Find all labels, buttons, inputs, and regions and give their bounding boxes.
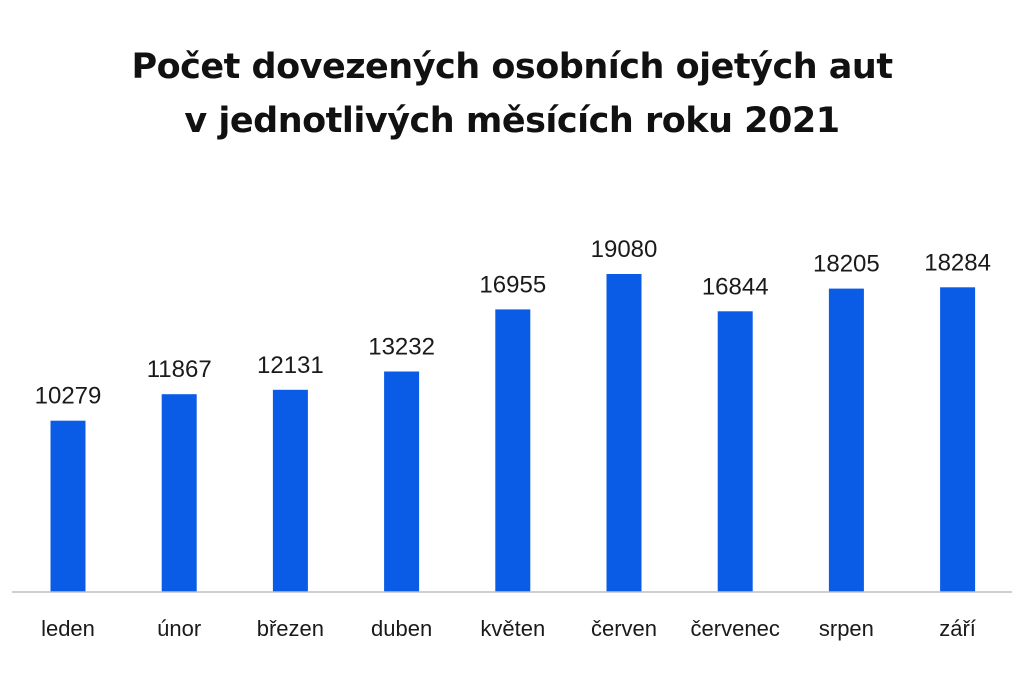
x-tick-label-září: září xyxy=(939,616,976,641)
x-tick-label-únor: únor xyxy=(157,616,201,641)
bar-září xyxy=(940,287,976,592)
data-label-duben: 13232 xyxy=(368,334,435,361)
data-label-srpen: 18205 xyxy=(813,251,880,278)
x-tick-label-leden: leden xyxy=(41,616,95,641)
bars-group xyxy=(50,274,976,592)
data-label-březen: 12131 xyxy=(257,352,324,379)
chart-title-line-2: v jednotlivých měsících roku 2021 xyxy=(184,101,840,141)
bar-březen xyxy=(272,389,308,592)
data-label-květen: 16955 xyxy=(479,271,546,298)
x-tick-label-duben: duben xyxy=(371,616,432,641)
x-tick-label-květen: květen xyxy=(480,616,545,641)
x-tick-label-červenec: červenec xyxy=(691,616,780,641)
bar-leden xyxy=(50,420,86,592)
x-tick-label-březen: březen xyxy=(257,616,324,641)
data-labels-group: 10279 11867 12131 13232 16955 19080 16844 18205… xyxy=(35,236,991,410)
bar-únor xyxy=(161,394,197,592)
x-tick-label-srpen: srpen xyxy=(819,616,874,641)
chart-title-line-1: Počet dovezených osobních ojetých aut xyxy=(131,47,893,87)
data-label-září: 18284 xyxy=(924,249,991,276)
data-label-leden: 10279 xyxy=(35,383,102,410)
x-tick-labels-group: leden únor březen duben květen červen červenec… xyxy=(41,616,976,641)
bar-červen xyxy=(606,274,642,592)
bar-květen xyxy=(495,309,531,592)
chart-title: Počet dovezených osobních ojetých aut v … xyxy=(0,40,1024,148)
data-label-únor: 11867 xyxy=(147,356,212,383)
x-tick-label-červen: červen xyxy=(591,616,657,641)
bar-červenec xyxy=(717,311,753,592)
data-label-červenec: 16844 xyxy=(702,273,769,300)
data-label-červen: 19080 xyxy=(591,236,658,263)
bar-srpen xyxy=(828,288,864,592)
bar-duben xyxy=(384,371,420,592)
